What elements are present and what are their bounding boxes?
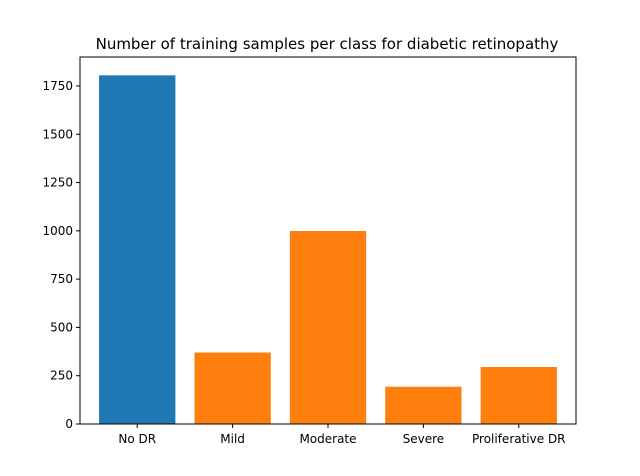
chart-title: Number of training samples per class for… xyxy=(96,35,559,53)
x-tick-label: No DR xyxy=(118,432,156,446)
y-tick-label: 500 xyxy=(50,320,73,334)
plot-frame xyxy=(79,56,577,425)
y-axis: 0 250 500 750 1000 1250 1500 1750 xyxy=(42,79,80,431)
x-tick-label: Mild xyxy=(220,432,245,446)
x-tick-label: Proliferative DR xyxy=(472,432,566,446)
y-tick-label: 1250 xyxy=(42,176,73,190)
y-tick-label: 1500 xyxy=(42,127,73,141)
x-tick-label: Severe xyxy=(403,432,445,446)
y-tick-label: 750 xyxy=(50,272,73,286)
x-tick-label: Moderate xyxy=(299,432,356,446)
bar-moderate xyxy=(289,231,367,424)
bar-no-dr xyxy=(99,75,176,424)
bar-mild xyxy=(194,352,271,424)
y-tick-label: 1000 xyxy=(42,224,73,238)
x-axis: No DR Mild Moderate Severe Proliferative DR xyxy=(118,424,566,446)
bars-group xyxy=(99,75,557,424)
y-tick-label: 1750 xyxy=(42,79,73,93)
y-tick-label: 0 xyxy=(65,417,73,431)
bar-proliferative-dr xyxy=(480,367,557,424)
y-tick-label: 250 xyxy=(50,369,73,383)
bar-severe xyxy=(385,386,462,424)
